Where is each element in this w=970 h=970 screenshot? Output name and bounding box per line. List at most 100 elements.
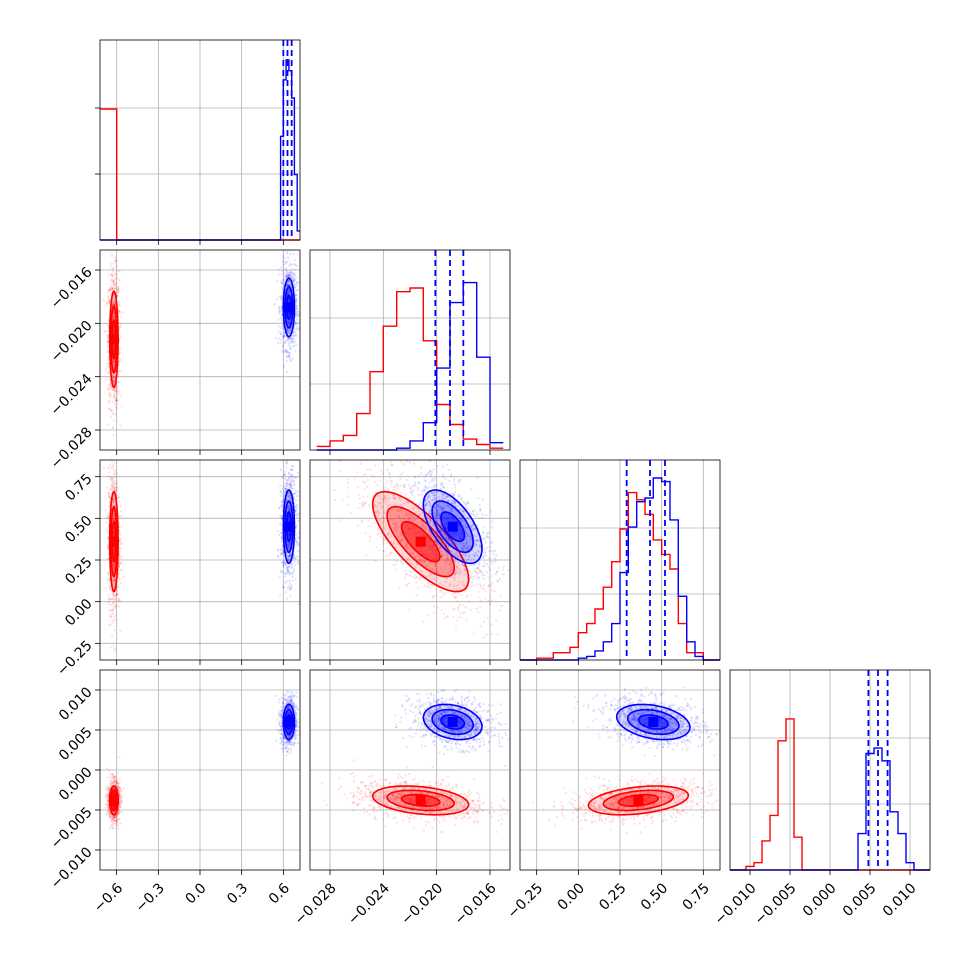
scatter-point-red <box>115 476 119 479</box>
scatter-point-blue <box>466 575 469 578</box>
scatter-point-red <box>114 593 118 596</box>
scatter-point-blue <box>287 278 290 281</box>
scatter-point-red <box>430 583 434 586</box>
scatter-point-blue <box>279 316 282 319</box>
scatter-point-red <box>462 545 465 549</box>
scatter-point-red <box>447 573 450 576</box>
scatter-point-blue <box>285 498 289 501</box>
scatter-point-blue <box>414 484 417 487</box>
scatter-point-red <box>440 568 443 571</box>
scatter-point-red <box>437 566 440 569</box>
scatter-point-red <box>427 584 430 587</box>
scatter-point-red <box>383 494 387 497</box>
scatter-point-blue <box>478 504 481 507</box>
scatter-point-blue <box>288 554 291 557</box>
scatter-point-red <box>112 375 115 378</box>
scatter-point-blue <box>289 455 291 457</box>
scatter-point-red <box>477 596 480 599</box>
scatter-point-red <box>111 621 114 624</box>
scatter-point-blue <box>287 571 290 574</box>
scatter-point-blue <box>278 268 281 271</box>
scatter-point-red <box>379 518 382 521</box>
scatter-point-red <box>471 577 475 580</box>
scatter-point-red <box>118 563 121 566</box>
scatter-point-blue <box>279 522 282 525</box>
scatter-point-blue <box>277 273 280 276</box>
scatter-point-red <box>106 340 109 344</box>
scatter-point-red <box>104 304 107 307</box>
scatter-point-red <box>439 566 442 569</box>
scatter-point-red <box>119 599 122 603</box>
scatter-point-red <box>395 509 398 512</box>
scatter-point-red <box>119 304 122 307</box>
scatter-point-red <box>117 277 120 281</box>
scatter-point-blue <box>298 314 300 317</box>
scatter-point-red <box>115 482 118 485</box>
scatter-point-blue <box>460 497 463 500</box>
scatter-point-red <box>382 537 385 540</box>
scatter-point-blue <box>278 325 281 328</box>
scatter-point-red <box>432 611 436 614</box>
scatter-point-blue <box>285 327 288 330</box>
scatter-point-red <box>110 273 113 276</box>
scatter-point-red <box>106 291 110 294</box>
scatter-point-red <box>479 625 482 628</box>
scatter-point-red <box>112 284 115 287</box>
scatter-point-blue <box>288 288 291 292</box>
scatter-point-red <box>118 563 121 566</box>
scatter-point-red <box>466 594 469 597</box>
scatter-point-red <box>380 520 383 523</box>
y-tick-label: −0.028 <box>48 424 96 472</box>
scatter-point-red <box>114 258 117 261</box>
scatter-point-red <box>457 563 461 567</box>
scatter-point-blue <box>288 293 291 296</box>
scatter-point-blue <box>429 537 432 540</box>
scatter-point-red <box>113 480 116 483</box>
scatter-point-red <box>428 565 431 568</box>
scatter-point-red <box>470 584 473 587</box>
scatter-point-blue <box>483 537 486 540</box>
scatter-point-red <box>120 561 123 564</box>
scatter-point-red <box>394 497 397 500</box>
scatter-point-red <box>423 584 426 587</box>
scatter-point-blue <box>507 569 510 572</box>
scatter-point-red <box>111 287 114 291</box>
scatter-point-red <box>490 623 493 626</box>
scatter-point-red <box>366 479 369 482</box>
scatter-point-blue <box>284 575 287 578</box>
scatter-point-blue <box>283 277 286 281</box>
scatter-point-blue <box>467 564 471 568</box>
scatter-point-red <box>376 510 379 513</box>
scatter-point-red <box>377 513 381 516</box>
scatter-point-red <box>117 599 120 602</box>
scatter-point-blue <box>286 494 290 497</box>
scatter-point-blue <box>287 291 290 294</box>
scatter-point-red <box>111 454 113 456</box>
scatter-point-red <box>462 604 465 607</box>
scatter-point-red <box>113 360 116 363</box>
scatter-point-blue <box>487 531 490 535</box>
scatter-point-red <box>388 552 391 555</box>
scatter-point-red <box>434 563 437 566</box>
scatter-point-red <box>460 548 464 551</box>
scatter-point-blue <box>293 278 296 281</box>
scatter-point-red <box>112 563 115 566</box>
scatter-point-blue <box>277 555 280 559</box>
scatter-point-red <box>111 592 114 596</box>
scatter-point-red <box>108 301 111 304</box>
scatter-point-blue <box>413 481 417 484</box>
scatter-point-red <box>119 323 122 326</box>
scatter-point-red <box>393 541 396 544</box>
scatter-point-blue <box>277 554 280 558</box>
scatter-point-red <box>112 580 115 583</box>
scatter-point-red <box>453 607 456 611</box>
scatter-point-blue <box>287 330 290 333</box>
scatter-point-blue <box>292 482 296 485</box>
scatter-point-red <box>107 295 110 298</box>
scatter-point-red <box>115 479 118 482</box>
scatter-point-blue <box>289 357 292 360</box>
scatter-point-blue <box>287 321 290 324</box>
scatter-point-red <box>111 300 114 303</box>
scatter-point-red <box>116 486 119 489</box>
scatter-point-blue <box>288 321 291 324</box>
